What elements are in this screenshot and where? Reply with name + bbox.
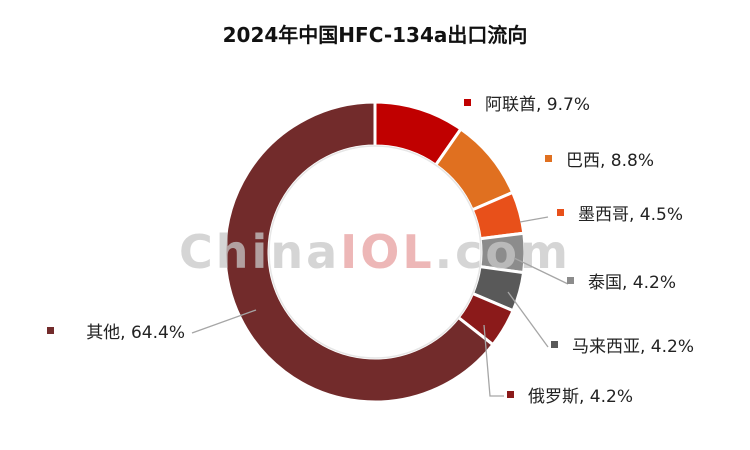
leader-line-3 [519, 216, 549, 223]
slice-label-4: 泰国, 4.2% [588, 273, 676, 293]
leader-line-5 [507, 291, 549, 348]
watermark-part-iol: IOL [340, 225, 435, 279]
label-marker-7 [47, 327, 54, 334]
label-marker-3 [557, 209, 564, 216]
slice-label-1: 阿联酋, 9.7% [485, 95, 590, 115]
slice-label-6: 俄罗斯, 4.2% [528, 387, 633, 407]
watermark: ChinaIOL.com [179, 225, 571, 279]
slice-labels: 阿联酋, 9.7% 巴西, 8.8% 墨西哥, 4.5% 泰国, 4.2% 马来西亚, … [47, 95, 694, 407]
leader-line-6 [483, 324, 504, 397]
label-marker-5 [551, 341, 558, 348]
label-marker-1 [464, 99, 471, 106]
label-marker-2 [545, 155, 552, 162]
leader-lines [191, 216, 569, 397]
label-marker-4 [567, 277, 574, 284]
slice-label-7: 其他, 64.4% [86, 323, 185, 343]
slice-label-3: 墨西哥, 4.5% [578, 205, 683, 225]
slice-label-2: 巴西, 8.8% [566, 151, 654, 171]
watermark-part-com: .com [435, 225, 571, 279]
watermark-part-china: China [179, 225, 340, 279]
leader-line-4 [513, 257, 569, 285]
leader-line-7 [191, 309, 257, 334]
label-marker-6 [507, 391, 514, 398]
chart-title: 2024年中国HFC-134a出口流向 [223, 23, 528, 47]
donut-hole [268, 145, 482, 359]
slice-label-5: 马来西亚, 4.2% [572, 337, 694, 357]
